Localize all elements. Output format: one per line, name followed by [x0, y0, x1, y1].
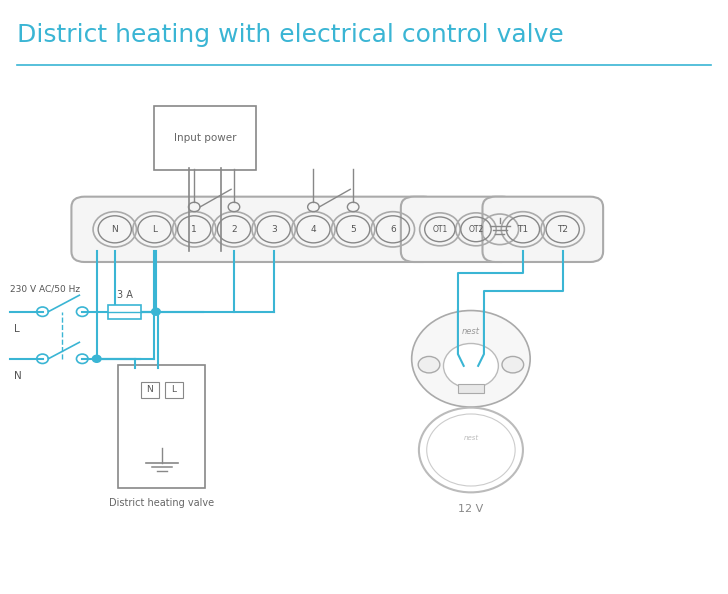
Text: T2: T2 [557, 225, 568, 234]
Text: District heating with electrical control valve: District heating with electrical control… [17, 23, 564, 48]
Text: nest: nest [462, 327, 480, 336]
Text: nest: nest [463, 435, 478, 441]
Text: OT1: OT1 [432, 225, 448, 234]
Bar [108, 305, 141, 319]
Circle shape [443, 343, 499, 388]
Text: N: N [146, 386, 153, 394]
Bar [141, 383, 159, 397]
Ellipse shape [502, 356, 523, 373]
Text: Input power: Input power [174, 133, 237, 143]
Bar [458, 384, 484, 393]
Text: 3 A: 3 A [116, 290, 132, 299]
FancyBboxPatch shape [154, 106, 256, 170]
Text: N: N [111, 225, 118, 234]
Text: 3: 3 [271, 225, 277, 234]
Ellipse shape [418, 356, 440, 373]
Text: L: L [171, 386, 176, 394]
Text: L: L [152, 225, 157, 234]
Circle shape [92, 355, 101, 362]
Text: 5: 5 [350, 225, 356, 234]
Text: T1: T1 [518, 225, 529, 234]
Text: 12 V: 12 V [459, 504, 483, 514]
Text: L: L [14, 324, 20, 334]
FancyBboxPatch shape [119, 365, 205, 488]
FancyBboxPatch shape [401, 197, 515, 262]
FancyBboxPatch shape [71, 197, 436, 262]
Text: District heating valve: District heating valve [109, 498, 214, 508]
Circle shape [411, 311, 530, 407]
Circle shape [151, 308, 160, 315]
Text: 230 V AC/50 Hz: 230 V AC/50 Hz [10, 285, 80, 294]
Text: 6: 6 [390, 225, 396, 234]
Text: 2: 2 [232, 225, 237, 234]
Text: 4: 4 [311, 225, 316, 234]
Circle shape [419, 407, 523, 492]
Bar [165, 383, 183, 397]
Text: 1: 1 [191, 225, 197, 234]
Text: OT2: OT2 [468, 225, 483, 234]
Text: N: N [14, 371, 21, 381]
FancyBboxPatch shape [483, 197, 603, 262]
